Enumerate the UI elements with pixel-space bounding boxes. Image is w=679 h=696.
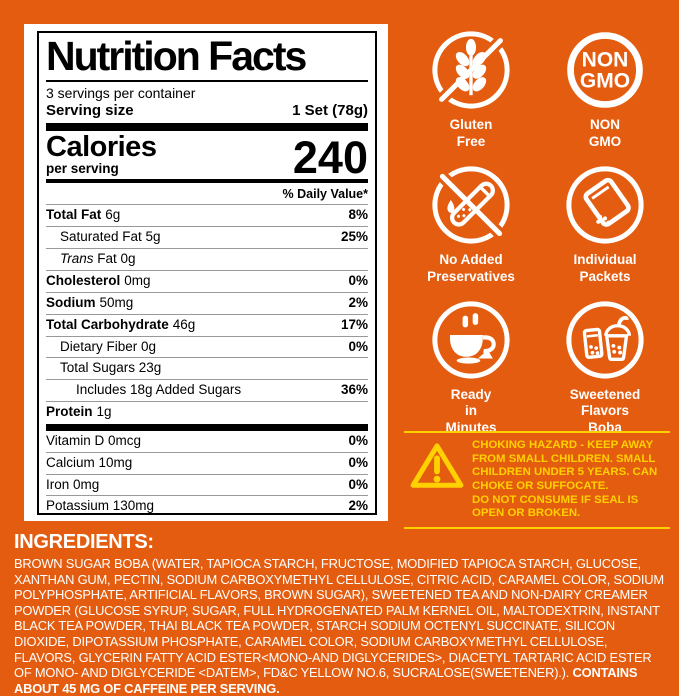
nutrient-row-total-fat: Total Fat 6g 8% bbox=[46, 205, 368, 226]
badge-gluten-free: Gluten Free bbox=[404, 28, 538, 151]
warning-line-2: DO NOT CONSUME IF SEAL IS OPEN OR BROKEN… bbox=[472, 493, 639, 520]
nutrient-name-italic: Trans bbox=[60, 251, 94, 267]
choking-hazard-warning: CHOKING HAZARD - KEEP AWAY FROM SMALL CH… bbox=[404, 431, 670, 530]
nutrition-facts-box: Nutrition Facts 3 servings per container… bbox=[37, 31, 377, 515]
non-gmo-icon: NON GMO bbox=[567, 32, 643, 108]
nutrient-name: Calcium 10mg bbox=[46, 454, 133, 470]
nutrient-row-iron: Iron 0mg 0% bbox=[46, 473, 368, 496]
nutrient-row-potassium: Potassium 130mg 2% bbox=[46, 495, 368, 514]
badge-label: Individual Packets bbox=[573, 251, 637, 284]
nutrient-amount: 46g bbox=[172, 316, 196, 332]
badge-label: Ready in Minutes bbox=[445, 386, 497, 436]
no-added-preservatives-icon bbox=[432, 166, 510, 244]
badge-label: NON GMO bbox=[588, 117, 622, 149]
nutrient-amount: 1g bbox=[96, 404, 112, 420]
nutrient-dv: 2% bbox=[348, 294, 368, 310]
calories-value: 240 bbox=[292, 131, 368, 183]
badge-no-added-preservatives: No Added Preservatives bbox=[404, 163, 538, 286]
nutrient-name: Dietary Fiber 0g bbox=[60, 338, 157, 354]
nutrient-name: Potassium 130mg bbox=[46, 498, 155, 514]
non-gmo-circle-text-bottom: GMO bbox=[580, 70, 630, 93]
ingredients-list: BROWN SUGAR BOBA (WATER, TAPIOCA STARCH,… bbox=[14, 556, 664, 681]
ingredients-body: BROWN SUGAR BOBA (WATER, TAPIOCA STARCH,… bbox=[14, 556, 669, 696]
nutrient-dv: 17% bbox=[340, 316, 368, 332]
nutrient-dv: 0% bbox=[348, 273, 368, 289]
badge-label: No Added Preservatives bbox=[427, 251, 515, 284]
warning-text: CHOKING HAZARD - KEEP AWAY FROM SMALL CH… bbox=[472, 439, 664, 521]
nutrient-name: Protein bbox=[46, 404, 93, 420]
product-label-image: { "colors":{"background":"#E45C0F","warn… bbox=[14, 24, 672, 696]
thick-divider bbox=[46, 123, 368, 132]
warning-line-1: CHOKING HAZARD - KEEP AWAY FROM SMALL CH… bbox=[472, 439, 658, 493]
nutrient-row-sodium: Sodium 50mg 2% bbox=[46, 291, 368, 314]
nutrient-name: Sodium bbox=[46, 294, 96, 310]
nutrient-row-total-sugars: Total Sugars 23g bbox=[46, 357, 368, 379]
nutrient-name: Vitamin D 0mcg bbox=[46, 432, 142, 448]
nutrient-dv: 0% bbox=[348, 338, 368, 354]
nutrient-row-calcium: Calcium 10mg 0% bbox=[46, 451, 368, 474]
nutrient-name: Fat 0g bbox=[93, 251, 136, 267]
servings-per-container: 3 servings per container bbox=[46, 85, 196, 101]
thick-divider bbox=[46, 423, 368, 431]
nutrient-row-protein: Protein 1g bbox=[46, 401, 368, 423]
nutrient-row-added-sugars: Includes 18g Added Sugars 36% bbox=[46, 379, 368, 401]
nutrient-amount: 50mg bbox=[99, 294, 134, 310]
nutrient-name: Saturated Fat 5g bbox=[60, 229, 161, 245]
nutrient-dv: 8% bbox=[348, 207, 368, 223]
nutrient-amount: 6g bbox=[105, 207, 121, 223]
nutrient-name: Total Sugars 23g bbox=[60, 360, 162, 376]
nutrient-row-saturated-fat: Saturated Fat 5g 25% bbox=[46, 226, 368, 248]
ready-in-minutes-icon bbox=[432, 300, 510, 379]
warning-triangle-icon bbox=[410, 443, 464, 488]
nutrient-row-total-carbohydrate: Total Carbohydrate 46g 17% bbox=[46, 313, 368, 336]
ingredients-heading: INGREDIENTS: bbox=[14, 531, 154, 553]
ingredients-section: INGREDIENTS: BROWN SUGAR BOBA (WATER, TA… bbox=[14, 531, 669, 696]
nutrient-row-trans-fat: Trans Fat 0g bbox=[46, 248, 368, 270]
individual-packets-icon bbox=[566, 166, 644, 244]
nutrient-name: Cholesterol bbox=[46, 273, 121, 289]
nutrient-name: Total Fat bbox=[46, 207, 102, 223]
non-gmo-circle-text-top: NON bbox=[582, 49, 629, 72]
nutrient-dv: 36% bbox=[340, 382, 368, 398]
nutrient-name: Iron 0mg bbox=[46, 476, 100, 492]
nutrient-name: Includes 18g Added Sugars bbox=[76, 382, 242, 398]
gluten-free-icon bbox=[432, 31, 510, 109]
nutrient-name: Total Carbohydrate bbox=[46, 316, 169, 332]
nutrient-row-vitamin-d: Vitamin D 0mcg 0% bbox=[46, 431, 368, 452]
micronutrient-rows: Vitamin D 0mcg 0% Calcium 10mg 0% Iron 0… bbox=[46, 431, 368, 514]
daily-value-header: % Daily Value* bbox=[46, 183, 368, 206]
nutrient-dv: 0% bbox=[348, 432, 368, 448]
nutrition-facts-title: Nutrition Facts bbox=[46, 35, 368, 82]
calories-label: Calories bbox=[46, 131, 157, 164]
calories-label-block: Calories per serving bbox=[46, 131, 157, 176]
nutrient-dv: 0% bbox=[348, 476, 368, 492]
badge-ready-in-minutes: Ready in Minutes bbox=[404, 298, 538, 438]
feature-badges: Gluten Free NON GMO NON GMO bbox=[404, 28, 672, 437]
badge-non-gmo: NON GMO NON GMO bbox=[538, 28, 672, 151]
serving-size-label: Serving size bbox=[46, 102, 134, 120]
serving-size-row: Serving size 1 Set (78g) bbox=[46, 101, 368, 123]
badge-label: Sweetened Flavors Boba bbox=[569, 386, 641, 436]
calories-subline: per serving bbox=[46, 160, 119, 176]
nutrient-row-dietary-fiber: Dietary Fiber 0g 0% bbox=[46, 335, 368, 358]
badge-sweetened-flavors-boba: Sweetened Flavors Boba bbox=[538, 298, 672, 438]
nutrient-rows: Total Fat 6g 8% Saturated Fat 5g 25% Tran… bbox=[46, 205, 368, 422]
serving-size-value: 1 Set (78g) bbox=[292, 102, 368, 120]
nutrient-dv: 2% bbox=[348, 498, 368, 514]
calories-row: Calories per serving 240 bbox=[46, 131, 368, 183]
nutrient-row-cholesterol: Cholesterol 0mg 0% bbox=[46, 270, 368, 292]
nutrient-dv: 0% bbox=[348, 454, 368, 470]
badge-label: Gluten Free bbox=[449, 117, 493, 149]
sweetened-flavors-boba-icon bbox=[566, 300, 644, 379]
badge-individual-packets: Individual Packets bbox=[538, 163, 672, 286]
nutrition-facts-card: Nutrition Facts 3 servings per container… bbox=[24, 24, 388, 521]
nutrient-amount: 0mg bbox=[124, 273, 151, 289]
medium-divider bbox=[46, 179, 368, 184]
nutrient-dv: 25% bbox=[340, 229, 368, 245]
